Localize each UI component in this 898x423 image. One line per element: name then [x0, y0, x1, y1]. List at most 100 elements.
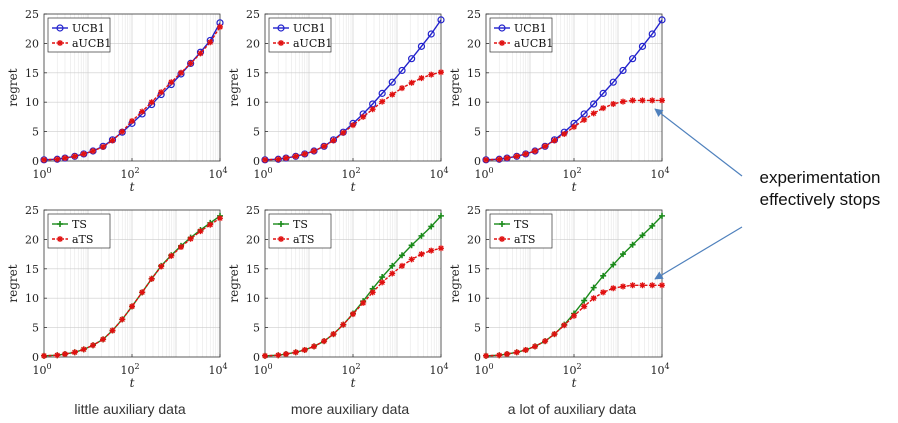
data-point-aUCB1: [408, 79, 415, 86]
y-tick-label: 5: [253, 126, 260, 139]
data-point-aTS: [438, 245, 444, 252]
data-point-aUCB1: [438, 69, 444, 76]
legend-label-aTS: aTS: [72, 233, 93, 246]
x-tick-label: 102: [120, 166, 139, 181]
data-point-aUCB1: [139, 108, 146, 115]
data-point-aUCB1: [54, 156, 61, 163]
data-point-TS: [600, 272, 607, 279]
data-point-TS: [610, 261, 617, 268]
data-point-aTS: [610, 285, 617, 292]
data-point-aUCB1: [262, 156, 268, 163]
y-tick-label: 0: [32, 351, 39, 364]
data-point-aUCB1: [389, 91, 396, 98]
data-point-aUCB1: [571, 123, 577, 130]
data-point-aUCB1: [542, 143, 549, 150]
annotation-arrow-bottom: [654, 226, 743, 280]
data-point-aUCB1: [399, 85, 406, 92]
data-point-aTS: [168, 252, 175, 259]
legend-box: [268, 213, 332, 249]
data-point-aUCB1: [581, 116, 588, 123]
data-point-aUCB1: [659, 97, 665, 104]
data-point-aTS: [389, 270, 396, 277]
legend-box: [268, 17, 332, 53]
data-point-TS: [581, 297, 588, 304]
data-point-aUCB1: [330, 137, 337, 144]
x-tick-label: 100: [474, 166, 493, 181]
data-point-aTS: [369, 289, 376, 296]
data-point-TS: [629, 241, 636, 248]
data-point-aTS: [571, 312, 577, 319]
legend-label-UCB1: UCB1: [72, 22, 105, 35]
data-point-aTS: [350, 311, 356, 318]
data-point-aTS: [551, 331, 558, 338]
data-point-aUCB1: [590, 110, 597, 117]
data-point-TS: [389, 262, 396, 269]
legend-label-aTS: aTS: [514, 233, 535, 246]
data-point-TS: [438, 212, 444, 219]
y-axis-label: regret: [227, 68, 241, 106]
data-point-aUCB1: [340, 129, 347, 136]
x-tick-label: 104: [650, 166, 669, 181]
y-tick-label: 20: [467, 233, 481, 246]
data-point-aUCB1: [360, 113, 367, 120]
x-tick-label: 100: [32, 166, 51, 181]
data-point-aTS: [629, 282, 636, 289]
legend-box: [47, 213, 111, 249]
data-point-aUCB1: [418, 75, 425, 82]
x-tick-label: 100: [253, 166, 272, 181]
data-point-UCB1: [658, 16, 666, 24]
data-point-aTS: [513, 349, 520, 356]
data-point-aUCB1: [217, 23, 223, 30]
y-tick-label: 15: [467, 263, 481, 276]
chart-panel-6: 0 5 10 15 20 25 100 102 104 t regret TS aTS: [448, 204, 670, 390]
data-point-aTS: [129, 303, 135, 310]
y-tick-label: 20: [25, 233, 39, 246]
caption-more-data: more auxiliary data: [290, 401, 410, 417]
legend-marker-TS: [499, 221, 505, 227]
data-point-UCB1: [590, 100, 598, 108]
legend-label-aUCB1: aUCB1: [293, 37, 332, 50]
y-tick-label: 10: [246, 292, 260, 305]
data-point-aUCB1: [503, 155, 510, 162]
y-tick-label: 25: [246, 204, 260, 217]
x-tick-label: 104: [429, 362, 448, 377]
y-tick-label: 0: [474, 155, 481, 168]
y-tick-label: 15: [467, 67, 481, 80]
data-point-aTS: [41, 352, 47, 359]
legend-marker-UCB1: [277, 24, 285, 32]
data-point-aTS: [561, 322, 568, 329]
data-point-aUCB1: [109, 137, 116, 144]
data-point-UCB1: [388, 78, 396, 86]
legend-marker-aTS: [278, 236, 284, 242]
legend-label-aTS: aTS: [293, 233, 314, 246]
legend-label-TS: TS: [293, 218, 308, 231]
data-point-aTS: [503, 351, 510, 358]
chart-panel-3: 0 5 10 15 20 25 100 102 104 t regret UCB1 aUCB1: [448, 8, 670, 194]
data-point-UCB1: [417, 42, 426, 50]
data-point-aTS: [330, 331, 337, 338]
data-point-aTS: [496, 352, 503, 359]
data-point-aUCB1: [100, 143, 107, 150]
legend-marker-TS: [57, 221, 63, 227]
data-point-TS: [649, 222, 656, 229]
data-point-aUCB1: [561, 130, 568, 137]
legend-box: [47, 17, 111, 53]
legend-label-TS: TS: [72, 218, 87, 231]
data-point-aUCB1: [187, 60, 194, 67]
data-point-aTS: [581, 303, 588, 310]
data-point-aUCB1: [90, 148, 97, 155]
y-tick-label: 15: [25, 67, 39, 80]
data-point-aTS: [532, 343, 539, 350]
y-tick-label: 15: [246, 263, 260, 276]
data-point-aUCB1: [282, 155, 289, 162]
x-tick-label: 104: [650, 362, 669, 377]
data-point-aUCB1: [649, 97, 656, 104]
data-point-aTS: [275, 352, 282, 359]
data-point-aTS: [659, 282, 665, 289]
y-tick-label: 0: [474, 351, 481, 364]
data-point-aUCB1: [301, 150, 308, 157]
data-point-UCB1: [619, 66, 627, 75]
chart-panel-2: 0 5 10 15 20 25 100 102 104 t regret UCB1 aUCB1: [227, 8, 449, 194]
data-point-aUCB1: [119, 128, 126, 135]
y-tick-label: 10: [246, 96, 260, 109]
